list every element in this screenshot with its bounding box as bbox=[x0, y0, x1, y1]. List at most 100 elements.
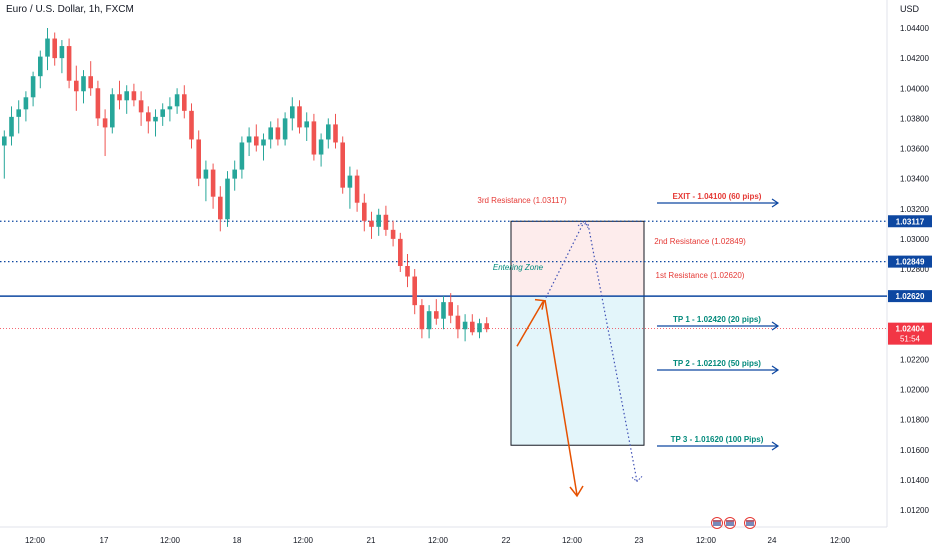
candle-body bbox=[239, 142, 245, 170]
price-tick-label: 1.03400 bbox=[900, 175, 929, 184]
sell-zone bbox=[511, 221, 644, 297]
candle-body bbox=[462, 321, 468, 330]
candle-body bbox=[146, 112, 151, 122]
drop-arrow-line bbox=[544, 299, 578, 496]
first-resistance-annotation: 1st Resistance (1.02620) bbox=[656, 271, 745, 280]
exit-annotation: EXIT - 1.04100 (60 pips) bbox=[673, 192, 762, 201]
candle-body bbox=[282, 118, 288, 140]
event-flag-stripe bbox=[726, 520, 734, 526]
time-tick-label: 24 bbox=[768, 536, 777, 545]
price-tick-label: 1.02800 bbox=[900, 265, 929, 274]
candle-body bbox=[333, 124, 338, 143]
price-tick-label: 1.01600 bbox=[900, 446, 929, 455]
candle-body bbox=[138, 100, 144, 113]
candle-body bbox=[477, 323, 482, 333]
candle-body bbox=[160, 109, 165, 117]
price-tick-label: 1.02000 bbox=[900, 386, 929, 395]
candle-body bbox=[59, 46, 65, 59]
candle-body bbox=[318, 139, 324, 155]
third-resistance-annotation: 3rd Resistance (1.03117) bbox=[477, 196, 567, 205]
tp2-arrowhead bbox=[771, 365, 780, 375]
candle-body bbox=[30, 76, 36, 98]
candle-body bbox=[196, 139, 201, 179]
level-price-tag bbox=[888, 290, 932, 303]
candle-body bbox=[354, 175, 360, 203]
current-price-tag bbox=[888, 322, 932, 345]
candle-body bbox=[131, 91, 137, 101]
level-price-label: 1.02849 bbox=[896, 258, 925, 267]
entering-zone-annotation: Entering Zone bbox=[493, 263, 544, 272]
entry-arrow-line bbox=[516, 301, 544, 347]
candle-body bbox=[405, 265, 410, 277]
level-price-label: 1.03117 bbox=[896, 217, 925, 226]
price-tick-label: 1.03800 bbox=[900, 114, 929, 123]
candle-body bbox=[455, 315, 461, 330]
time-tick-label: 12:00 bbox=[25, 536, 46, 545]
time-tick-label: 12:00 bbox=[293, 536, 314, 545]
price-tick-label: 1.04200 bbox=[900, 54, 929, 63]
candle-body bbox=[268, 127, 273, 140]
time-tick-label: 18 bbox=[233, 536, 242, 545]
time-tick-label: 21 bbox=[367, 536, 376, 545]
candle-body bbox=[369, 220, 374, 227]
symbol-title: Euro / U.S. Dollar, 1h, FXCM bbox=[6, 4, 134, 15]
candle-body bbox=[45, 38, 50, 57]
candle-body bbox=[304, 121, 309, 128]
candle-body bbox=[2, 136, 7, 146]
candle-body bbox=[426, 311, 432, 330]
candle-body bbox=[124, 91, 129, 101]
candle-body bbox=[203, 169, 209, 179]
candle-body bbox=[38, 56, 43, 77]
price-tick-label: 1.03600 bbox=[900, 145, 929, 154]
candle-body bbox=[398, 238, 403, 266]
candle-body bbox=[326, 124, 331, 140]
currency-label: USD bbox=[900, 4, 920, 14]
time-tick-label: 22 bbox=[502, 536, 511, 545]
level-price-tag bbox=[888, 255, 932, 268]
price-tick-label: 1.02200 bbox=[900, 355, 929, 364]
candle-body bbox=[88, 76, 93, 89]
tp2-annotation: TP 2 - 1.02120 (50 pips) bbox=[673, 359, 761, 368]
candle-body bbox=[23, 97, 29, 110]
candle-body bbox=[261, 139, 266, 146]
projection-arrowhead-down bbox=[631, 475, 644, 483]
time-tick-label: 17 bbox=[100, 536, 109, 545]
candle-body bbox=[110, 94, 115, 128]
candle-body bbox=[246, 136, 252, 143]
candle-body bbox=[117, 94, 122, 101]
tp3-annotation: TP 3 - 1.01620 (100 Pips) bbox=[671, 435, 764, 444]
candle-body bbox=[311, 121, 317, 155]
candle-body bbox=[290, 106, 295, 119]
candle-body bbox=[484, 323, 489, 330]
candle-body bbox=[9, 116, 14, 137]
time-tick-label: 12:00 bbox=[830, 536, 851, 545]
time-tick-label: 12:00 bbox=[160, 536, 181, 545]
price-tick-label: 1.01400 bbox=[900, 476, 929, 485]
buy-zone bbox=[511, 296, 644, 446]
exit-arrowhead bbox=[771, 198, 780, 208]
candle-body bbox=[376, 214, 381, 227]
candle-body bbox=[52, 38, 57, 59]
level-price-label: 1.02620 bbox=[896, 292, 925, 301]
time-tick-label: 12:00 bbox=[562, 536, 583, 545]
candle-body bbox=[448, 302, 453, 316]
time-tick-label: 23 bbox=[635, 536, 644, 545]
candle-body bbox=[182, 94, 187, 111]
drop-arrow-head bbox=[569, 485, 584, 498]
candle-body bbox=[218, 196, 223, 220]
level-price-tag bbox=[888, 215, 932, 228]
candle-body bbox=[66, 46, 72, 81]
tp1-annotation: TP 1 - 1.02420 (20 pips) bbox=[673, 315, 761, 324]
candle-body bbox=[412, 276, 417, 306]
tp1-arrowhead bbox=[771, 321, 780, 331]
second-resistance-annotation: 2nd Resistance (1.02849) bbox=[654, 237, 746, 246]
candle-body bbox=[210, 169, 216, 197]
candle-body bbox=[441, 302, 446, 319]
candle-body bbox=[16, 109, 21, 117]
candle-body bbox=[275, 127, 281, 140]
price-tick-label: 1.03000 bbox=[900, 235, 929, 244]
candle-body bbox=[390, 229, 396, 239]
candle-body bbox=[167, 106, 173, 110]
event-flag-stripe bbox=[713, 520, 721, 526]
